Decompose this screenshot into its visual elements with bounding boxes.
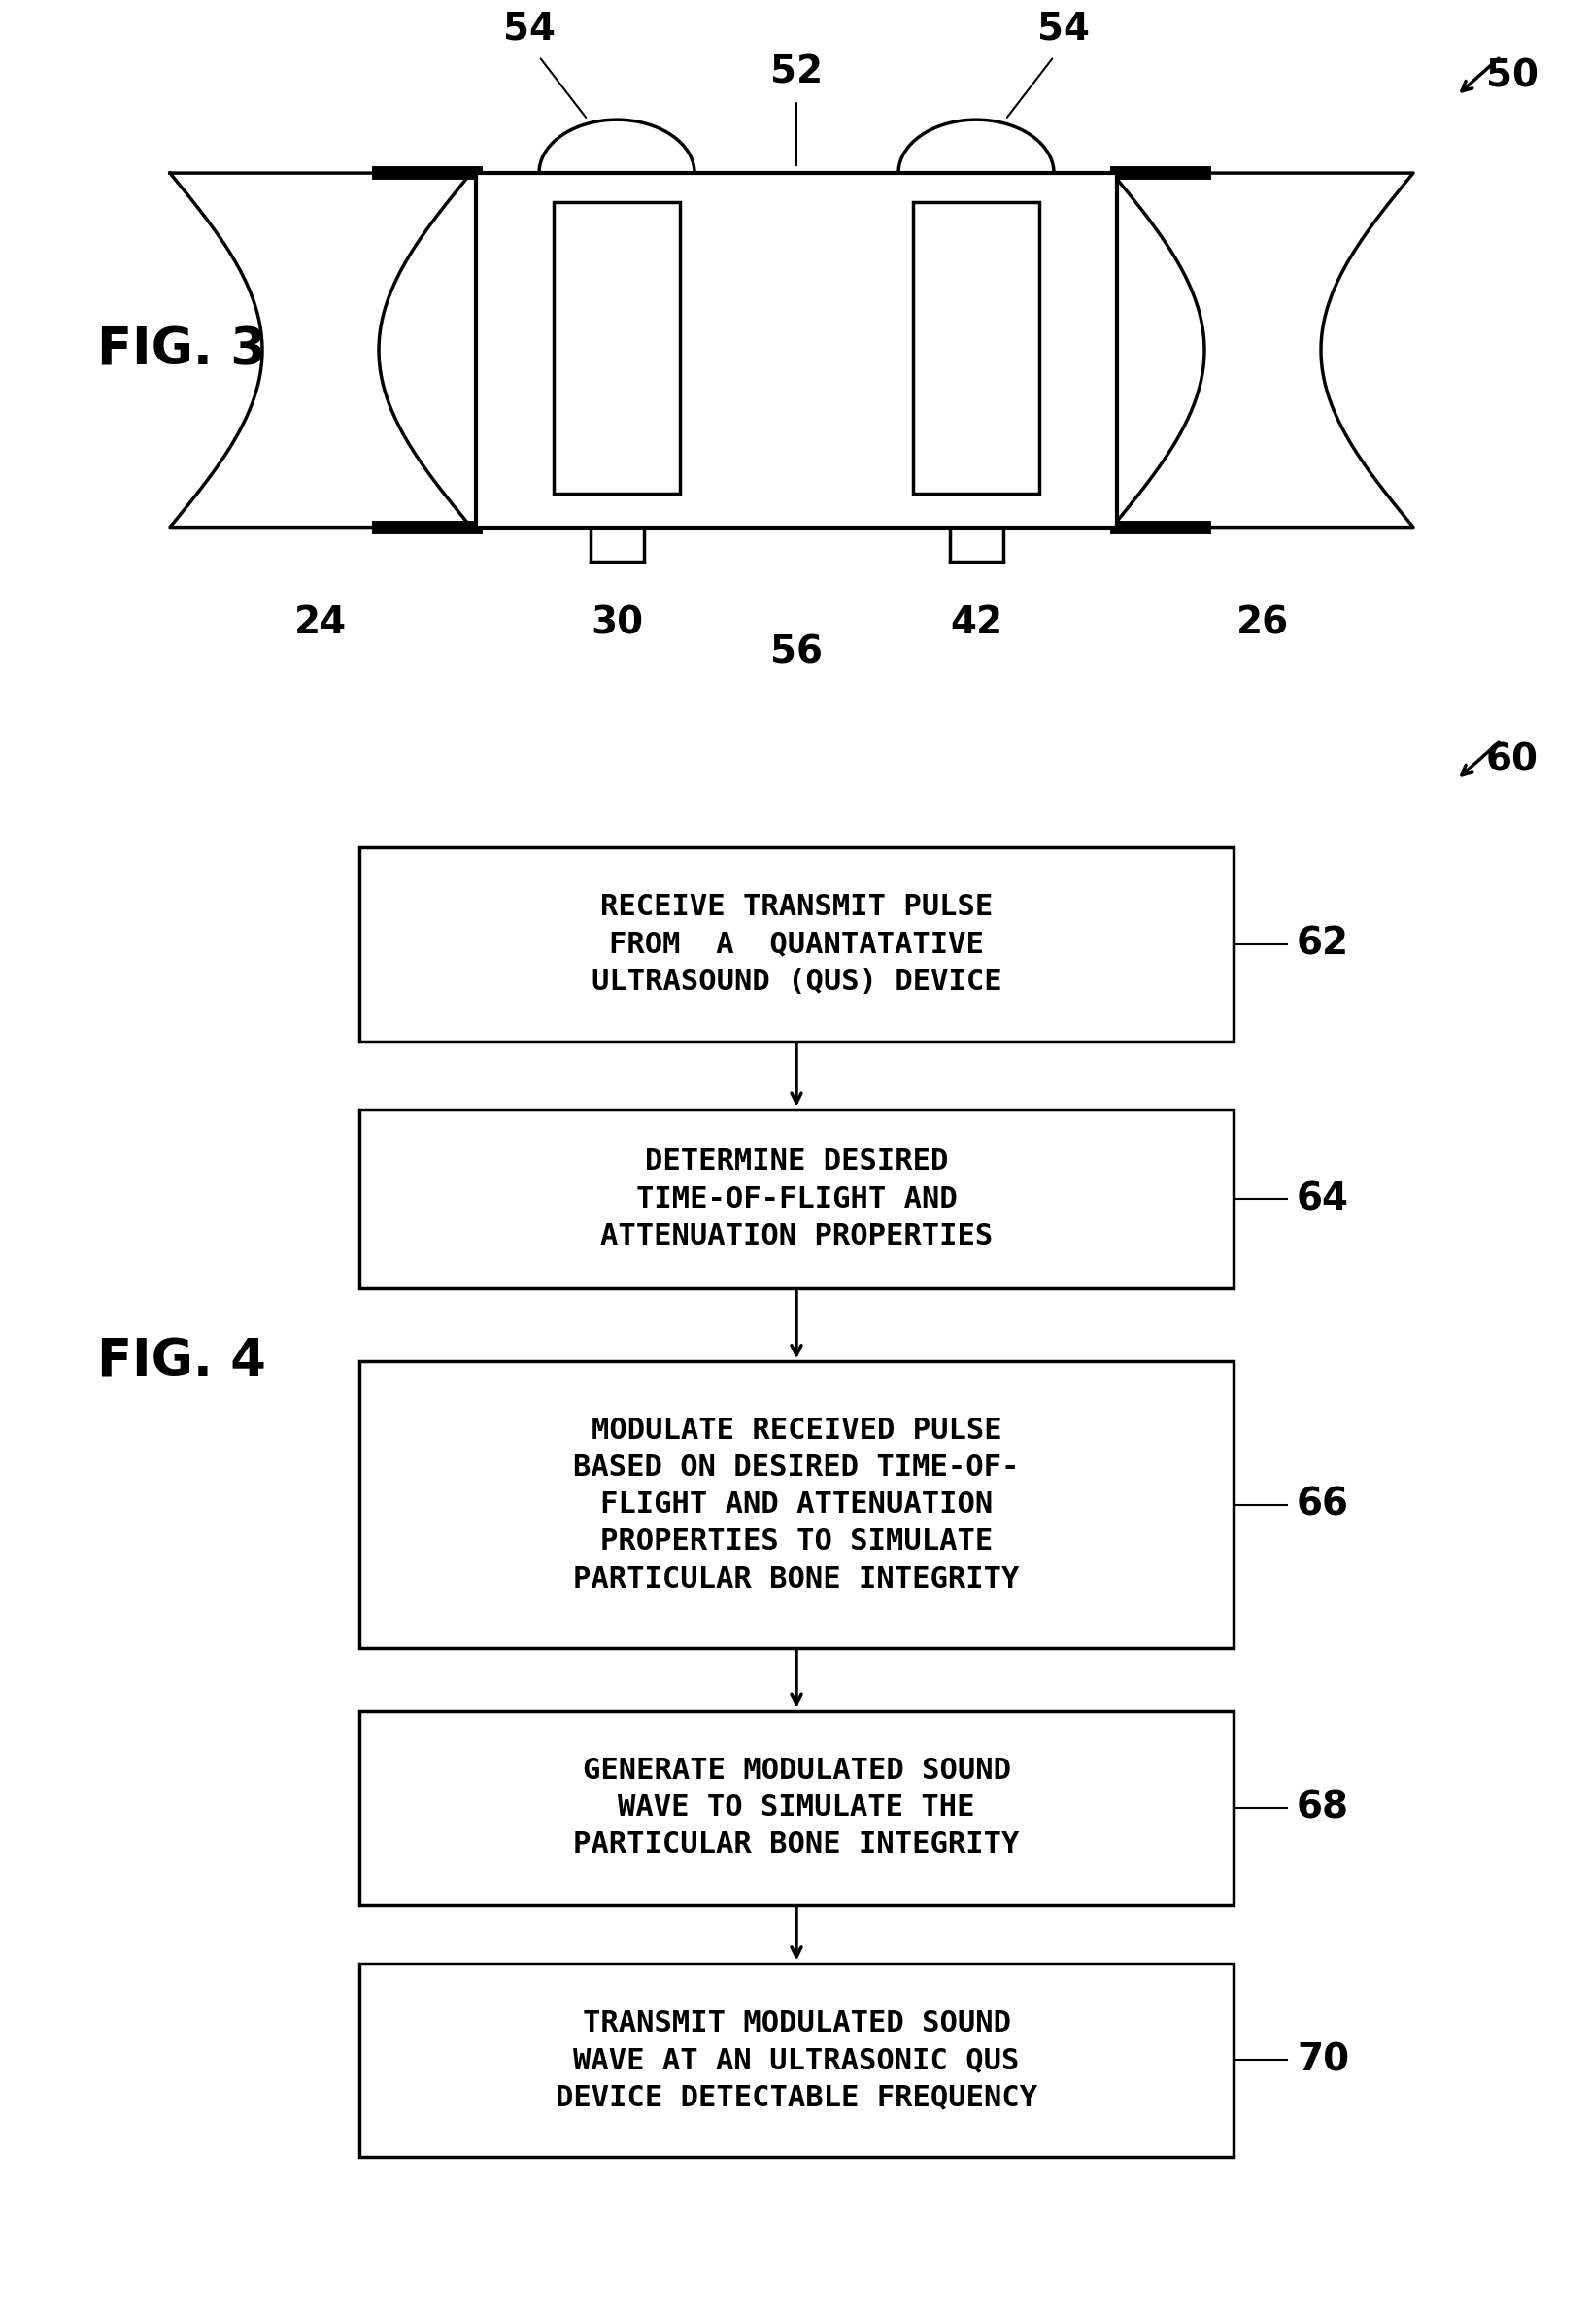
Text: RECEIVE TRANSMIT PULSE
FROM  A  QUANTATATIVE
ULTRASOUND (QUS) DEVICE: RECEIVE TRANSMIT PULSE FROM A QUANTATATI… (591, 892, 1002, 995)
Text: TRANSMIT MODULATED SOUND
WAVE AT AN ULTRASONIC QUS
DEVICE DETECTABLE FREQUENCY: TRANSMIT MODULATED SOUND WAVE AT AN ULTR… (555, 2008, 1037, 2110)
Text: FIG. 3: FIG. 3 (97, 325, 266, 376)
Bar (553, 202, 681, 493)
Bar (359, 848, 1234, 1041)
Bar (359, 1964, 1234, 2157)
Text: 60: 60 (1487, 741, 1539, 779)
Text: MODULATE RECEIVED PULSE
BASED ON DESIRED TIME-OF-
FLIGHT AND ATTENUATION
PROPERT: MODULATE RECEIVED PULSE BASED ON DESIRED… (574, 1415, 1019, 1592)
Text: 42: 42 (949, 604, 1002, 641)
Text: FIG. 4: FIG. 4 (97, 1336, 266, 1387)
Text: 68: 68 (1297, 1789, 1350, 1827)
Text: 62: 62 (1297, 925, 1350, 962)
Text: 24: 24 (294, 604, 347, 641)
Text: 66: 66 (1297, 1485, 1350, 1522)
Bar (359, 1710, 1234, 1906)
Text: 30: 30 (590, 604, 642, 641)
Text: 50: 50 (1487, 58, 1539, 95)
Bar (359, 1362, 1234, 1648)
Text: 64: 64 (1297, 1181, 1350, 1218)
Bar (359, 1109, 1234, 1290)
Text: 52: 52 (770, 53, 822, 91)
Text: 54: 54 (502, 9, 555, 46)
Text: 70: 70 (1297, 2043, 1350, 2078)
Bar (475, 172, 1118, 528)
Text: 26: 26 (1237, 604, 1289, 641)
Bar (913, 202, 1040, 493)
Text: DETERMINE DESIRED
TIME-OF-FLIGHT AND
ATTENUATION PROPERTIES: DETERMINE DESIRED TIME-OF-FLIGHT AND ATT… (599, 1148, 992, 1250)
Text: 54: 54 (1037, 9, 1089, 46)
Text: 56: 56 (770, 634, 822, 672)
Text: GENERATE MODULATED SOUND
WAVE TO SIMULATE THE
PARTICULAR BONE INTEGRITY: GENERATE MODULATED SOUND WAVE TO SIMULAT… (574, 1757, 1019, 1859)
